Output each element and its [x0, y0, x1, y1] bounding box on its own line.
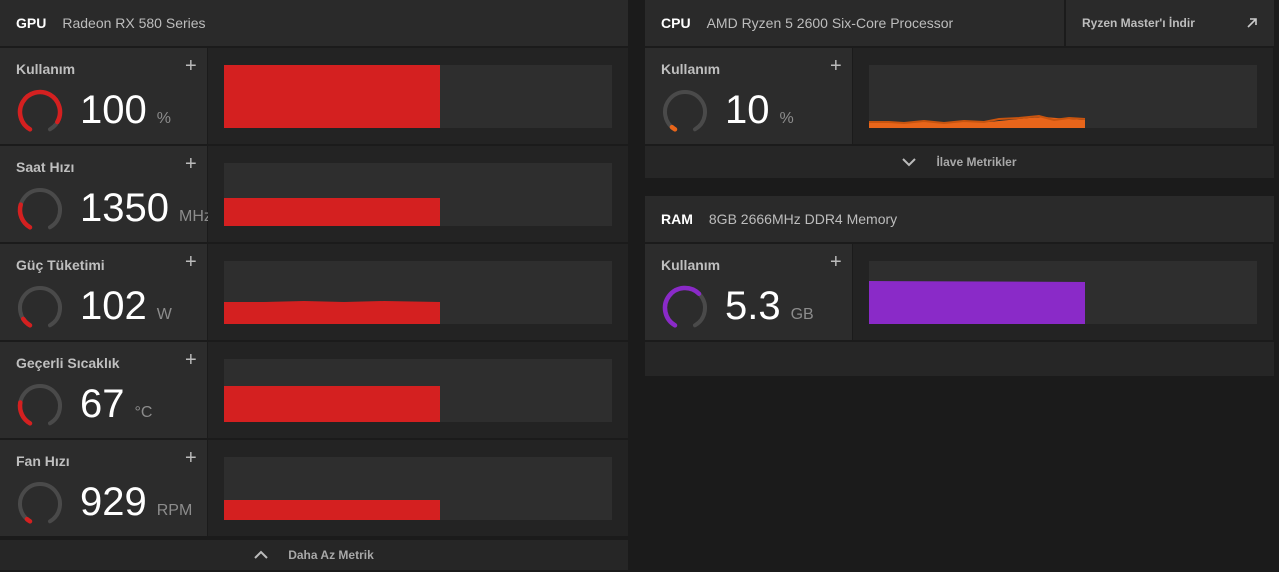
chevron-up	[254, 550, 268, 559]
metric-value: 10%	[725, 88, 794, 133]
graph-shape	[224, 198, 440, 226]
value-number: 5.3	[725, 284, 781, 328]
metric-graph-area	[208, 146, 628, 242]
value-number: 10	[725, 88, 770, 132]
metric-graph-area	[208, 48, 628, 144]
metric-value: 5.3 GB	[725, 284, 814, 329]
gauge	[17, 89, 63, 132]
gauge	[18, 286, 62, 328]
gauge	[663, 90, 707, 132]
metric-value: 67 °C	[80, 382, 152, 427]
link-text: Ryzen Master'ı İndir	[1082, 16, 1195, 30]
value-unit: GB	[790, 306, 814, 323]
cpu-header: CPU AMD Ryzen 5 2600 Six-Core Processor	[645, 0, 1064, 46]
metric-graph-area	[853, 48, 1273, 144]
add-metric-button[interactable]: +	[185, 349, 197, 371]
metric-info: Güç Tüketimi +102 W	[0, 244, 207, 340]
metric-info: Kullanım +10%	[645, 48, 852, 144]
footer-text: Daha Az Metrik	[288, 548, 374, 562]
add-metric-button[interactable]: +	[185, 153, 197, 175]
metric-graph-area	[853, 244, 1273, 340]
metric-label: Kullanım	[16, 61, 76, 77]
value-number: 100	[80, 88, 147, 132]
metric-info: Fan Hızı +929 RPM	[0, 440, 207, 536]
metric-graph	[224, 261, 612, 324]
more-metrics-button[interactable]: İlave Metrikler	[645, 146, 1274, 178]
value-unit: W	[156, 306, 172, 323]
metric-graph	[224, 65, 612, 128]
value-unit: %	[156, 110, 171, 127]
ram-name: 8GB 2666MHz DDR4 Memory	[708, 211, 898, 227]
metric-graph	[869, 65, 1257, 128]
value-unit: RPM	[156, 502, 193, 519]
graph-shape	[224, 65, 440, 128]
add-metric-button[interactable]: +	[185, 447, 197, 469]
chevron-down	[902, 158, 917, 167]
value-unit: °C	[134, 404, 153, 421]
graph-shape	[224, 500, 440, 520]
metric-label: Geçerli Sıcaklık	[16, 355, 120, 371]
value-number: 929	[80, 480, 147, 524]
gauge	[662, 285, 707, 328]
metric-value: 102 W	[80, 284, 172, 329]
metric-label: Kullanım	[661, 257, 721, 273]
add-metric-button[interactable]: +	[830, 251, 842, 273]
metric-info: Kullanım +100%	[0, 48, 207, 144]
graph-shape	[224, 386, 440, 422]
metric-info: Saat Hızı +1350 MHz	[0, 146, 212, 242]
metric-graph	[224, 359, 612, 422]
gpu-name: Radeon RX 580 Series	[62, 15, 206, 31]
graph-shape	[869, 281, 1085, 324]
gpu-header: GPU Radeon RX 580 Series	[0, 0, 628, 46]
add-metric-button[interactable]: +	[830, 55, 842, 77]
gauge	[17, 188, 62, 230]
value-number: 102	[80, 284, 147, 328]
metric-value: 929 RPM	[80, 480, 192, 525]
metric-graph	[869, 261, 1257, 324]
footer-text: İlave Metrikler	[936, 155, 1017, 169]
metric-graph	[224, 457, 612, 520]
metric-info: Geçerli Sıcaklık +67 °C	[0, 342, 207, 438]
less-metrics-button[interactable]: Daha Az Metrik	[0, 540, 628, 570]
gauge	[17, 384, 62, 426]
value-unit: %	[779, 110, 794, 127]
cpu-name: AMD Ryzen 5 2600 Six-Core Processor	[706, 15, 954, 31]
ryzen-master-link[interactable]: Ryzen Master'ı İndir	[1066, 0, 1274, 46]
ram-label: RAM	[661, 211, 693, 227]
add-metric-button[interactable]: +	[185, 251, 197, 273]
external-link-icon	[1247, 18, 1257, 28]
graph-shape	[869, 114, 1086, 128]
ram-footer	[645, 342, 1274, 376]
metric-graph-area	[208, 440, 628, 536]
metric-label: Kullanım	[661, 61, 721, 77]
gauge	[18, 482, 62, 524]
value-unit: MHz	[178, 208, 212, 225]
ram-header: RAM 8GB 2666MHz DDR4 Memory	[645, 196, 1274, 242]
value-number: 1350	[80, 186, 169, 230]
graph-shape	[224, 301, 440, 324]
metric-label: Güç Tüketimi	[16, 257, 105, 273]
metric-graph-area	[208, 244, 628, 340]
gpu-label: GPU	[16, 15, 47, 31]
metric-value: 100%	[80, 88, 171, 133]
add-metric-button[interactable]: +	[185, 55, 197, 77]
metric-value: 1350 MHz	[80, 186, 212, 231]
metric-graph	[224, 163, 612, 226]
metric-info: Kullanım +5.3 GB	[645, 244, 852, 340]
value-number: 67	[80, 382, 125, 426]
metric-label: Fan Hızı	[16, 453, 70, 469]
metric-label: Saat Hızı	[16, 159, 75, 175]
cpu-label: CPU	[661, 15, 691, 31]
metric-graph-area	[208, 342, 628, 438]
